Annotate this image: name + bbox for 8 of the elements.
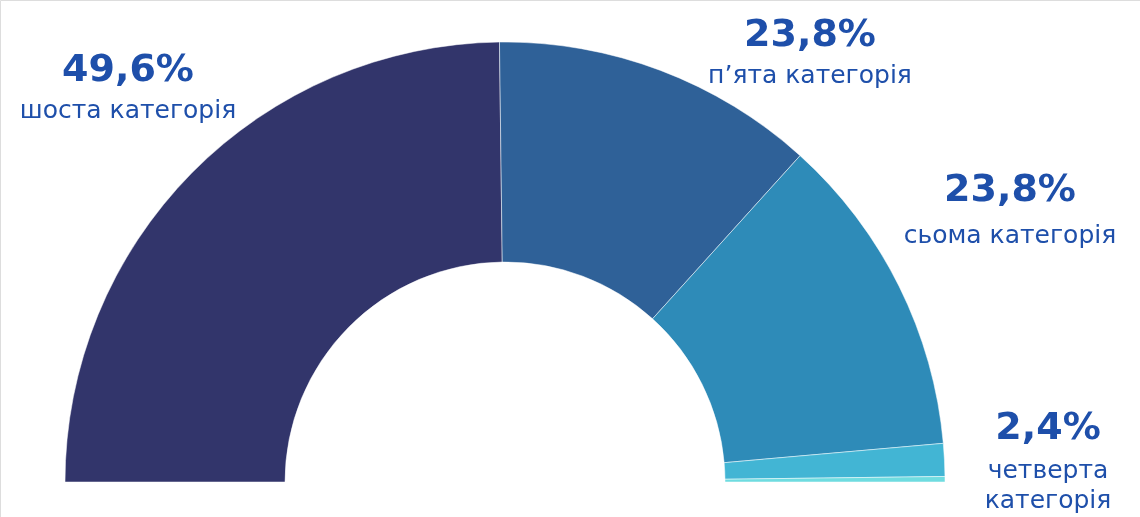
slice-label: сьома категорія [903,220,1117,249]
data-label: 23,8% [744,11,876,55]
slice-label: четверта категорія [984,455,1112,514]
slice-label: шоста категорія [19,95,237,124]
data-label: 23,8% [944,166,1076,210]
slice-label: п’ята категорія [708,60,912,89]
data-label: 49,6% [62,46,194,90]
data-label: 2,4% [995,404,1101,448]
